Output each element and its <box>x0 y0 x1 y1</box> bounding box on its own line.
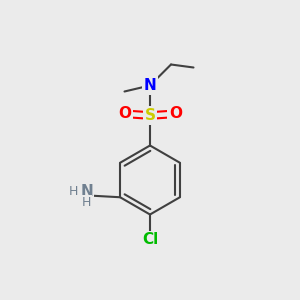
Text: N: N <box>144 78 156 93</box>
Text: H: H <box>82 196 91 209</box>
Text: S: S <box>145 108 155 123</box>
Text: H: H <box>69 185 78 198</box>
Text: O: O <box>118 106 131 122</box>
Text: N: N <box>80 184 93 199</box>
Text: Cl: Cl <box>142 232 158 247</box>
Text: O: O <box>169 106 182 122</box>
